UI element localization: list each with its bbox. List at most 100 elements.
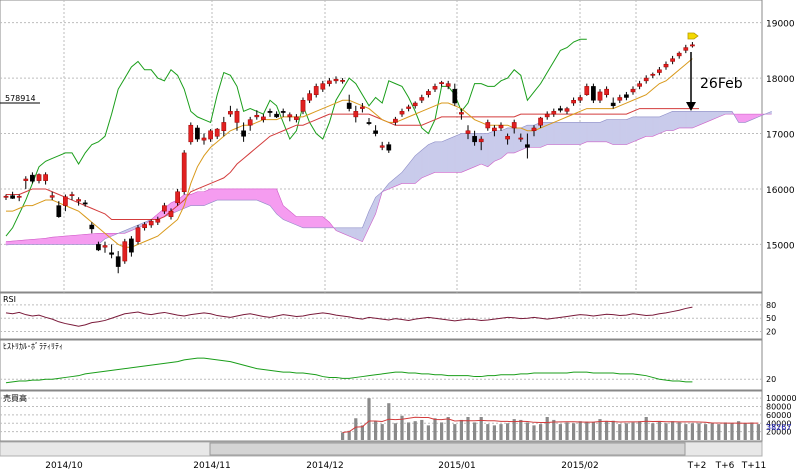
- candle-body: [300, 100, 306, 112]
- volume-bar: [572, 423, 576, 440]
- candle-body: [340, 80, 345, 82]
- candle-body: [498, 124, 504, 129]
- volume-bar: [492, 425, 496, 440]
- volume-bar: [473, 422, 477, 440]
- candle: [544, 111, 550, 120]
- hv-label: ﾋｽﾄﾘｶﾙ･ﾎﾞﾗﾃｨﾘﾃｨ: [3, 342, 63, 351]
- candle: [287, 112, 293, 122]
- candle-body: [10, 195, 15, 199]
- volume-bars: [341, 398, 760, 440]
- candle: [228, 105, 233, 117]
- hv-tick-label: 20: [766, 375, 776, 384]
- candle: [538, 116, 543, 128]
- time-tick-label: 2014/11: [193, 461, 230, 471]
- candle: [445, 80, 451, 90]
- candle-body: [386, 144, 392, 151]
- candle-body: [135, 227, 141, 242]
- price-axis: 15000 16000 17000 18000 19000: [766, 20, 795, 252]
- candle: [360, 103, 365, 113]
- candle-body: [155, 219, 161, 223]
- cloud-segment: [249, 188, 258, 201]
- candle: [525, 133, 530, 159]
- candle: [373, 125, 378, 137]
- candle: [142, 222, 147, 231]
- annotation-arrow-head: [686, 102, 696, 111]
- volume-bar: [717, 424, 721, 440]
- cloud-segment: [626, 116, 634, 145]
- cloud-segment: [51, 236, 60, 245]
- volume-bar: [426, 425, 430, 440]
- annotation-label: 26Feb: [700, 76, 743, 92]
- volume-bar: [651, 423, 655, 440]
- volume-bar: [605, 421, 609, 440]
- candle-body: [274, 113, 279, 118]
- candle-body: [214, 128, 220, 137]
- volume-bar: [611, 420, 615, 440]
- candle: [551, 108, 557, 117]
- candle: [676, 51, 682, 59]
- candle: [617, 94, 623, 104]
- rsi-axis: 20 50 80: [766, 301, 776, 337]
- candle-body: [406, 106, 411, 109]
- cloud-segment: [309, 216, 317, 229]
- candle: [472, 130, 477, 146]
- volume-bar: [407, 422, 411, 440]
- candle: [558, 105, 563, 113]
- candle: [115, 251, 121, 274]
- candle-body: [188, 124, 194, 143]
- rsi-panel: RSI 20 50 80: [0, 292, 776, 340]
- candle-body: [432, 86, 438, 90]
- cloud-segment: [32, 238, 40, 245]
- volume-tick-label: 20000: [766, 428, 791, 437]
- scrollbar-thumb[interactable]: [209, 442, 686, 456]
- candle: [571, 97, 576, 106]
- candle: [399, 108, 405, 117]
- cloud-segment: [593, 122, 601, 143]
- hv-panel: ﾋｽﾄﾘｶﾙ･ﾎﾞﾗﾃｨﾘﾃｨ 20: [0, 339, 776, 391]
- candle-body: [36, 174, 42, 181]
- candle: [261, 114, 266, 123]
- price-panel: 15000 16000 17000 18000 19000 578914 26Feb: [0, 0, 795, 440]
- cloud-segment: [454, 133, 462, 173]
- hv-panel-frame: [0, 339, 763, 391]
- candle: [254, 110, 260, 120]
- price-grid: [0, 22, 762, 245]
- candle: [366, 118, 372, 126]
- candle: [89, 222, 95, 234]
- candle-body: [676, 52, 682, 57]
- volume-bar: [737, 421, 741, 440]
- candle-body: [459, 112, 464, 115]
- price-tick-label: 17000: [766, 131, 795, 141]
- candle: [465, 125, 471, 140]
- candle-body: [597, 91, 603, 101]
- candle: [412, 101, 418, 109]
- candle: [188, 122, 194, 145]
- volume-bar: [644, 417, 648, 440]
- cloud-segment: [302, 216, 310, 229]
- rsi-tick-label: 50: [766, 314, 776, 323]
- candle-body: [643, 77, 649, 82]
- candle-body: [327, 80, 332, 84]
- candle-body: [670, 58, 675, 62]
- candle-body: [267, 111, 273, 113]
- cloud-segment: [507, 127, 515, 154]
- cloud-segment: [71, 234, 79, 245]
- candle: [406, 104, 411, 112]
- candle-body: [63, 196, 68, 206]
- volume-bar: [664, 423, 668, 440]
- cloud-segment: [197, 191, 205, 206]
- candle-body: [604, 88, 609, 95]
- volume-bar: [756, 424, 760, 440]
- candle: [386, 141, 392, 153]
- rsi-tick-label: 80: [766, 301, 776, 310]
- candle-body: [472, 136, 477, 143]
- volume-bar: [565, 422, 569, 440]
- candle-body: [30, 174, 35, 182]
- volume-bar: [671, 421, 675, 440]
- candle-body: [663, 63, 669, 68]
- candle-body: [109, 252, 114, 255]
- volume-bar: [585, 421, 589, 440]
- volume-bar: [657, 421, 661, 440]
- candle-body: [346, 102, 352, 109]
- cloud-segment: [236, 188, 244, 201]
